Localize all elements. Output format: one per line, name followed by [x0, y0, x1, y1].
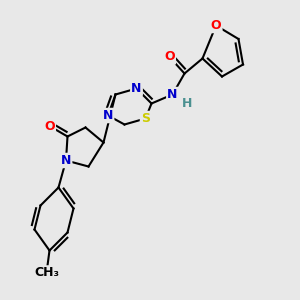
- Text: O: O: [164, 50, 175, 64]
- Text: N: N: [103, 109, 113, 122]
- Text: CH₃: CH₃: [34, 266, 59, 280]
- Text: N: N: [61, 154, 71, 167]
- Text: H: H: [182, 97, 193, 110]
- Text: N: N: [131, 82, 142, 95]
- Text: O: O: [44, 119, 55, 133]
- Text: O: O: [211, 19, 221, 32]
- Text: S: S: [141, 112, 150, 125]
- Text: N: N: [167, 88, 178, 101]
